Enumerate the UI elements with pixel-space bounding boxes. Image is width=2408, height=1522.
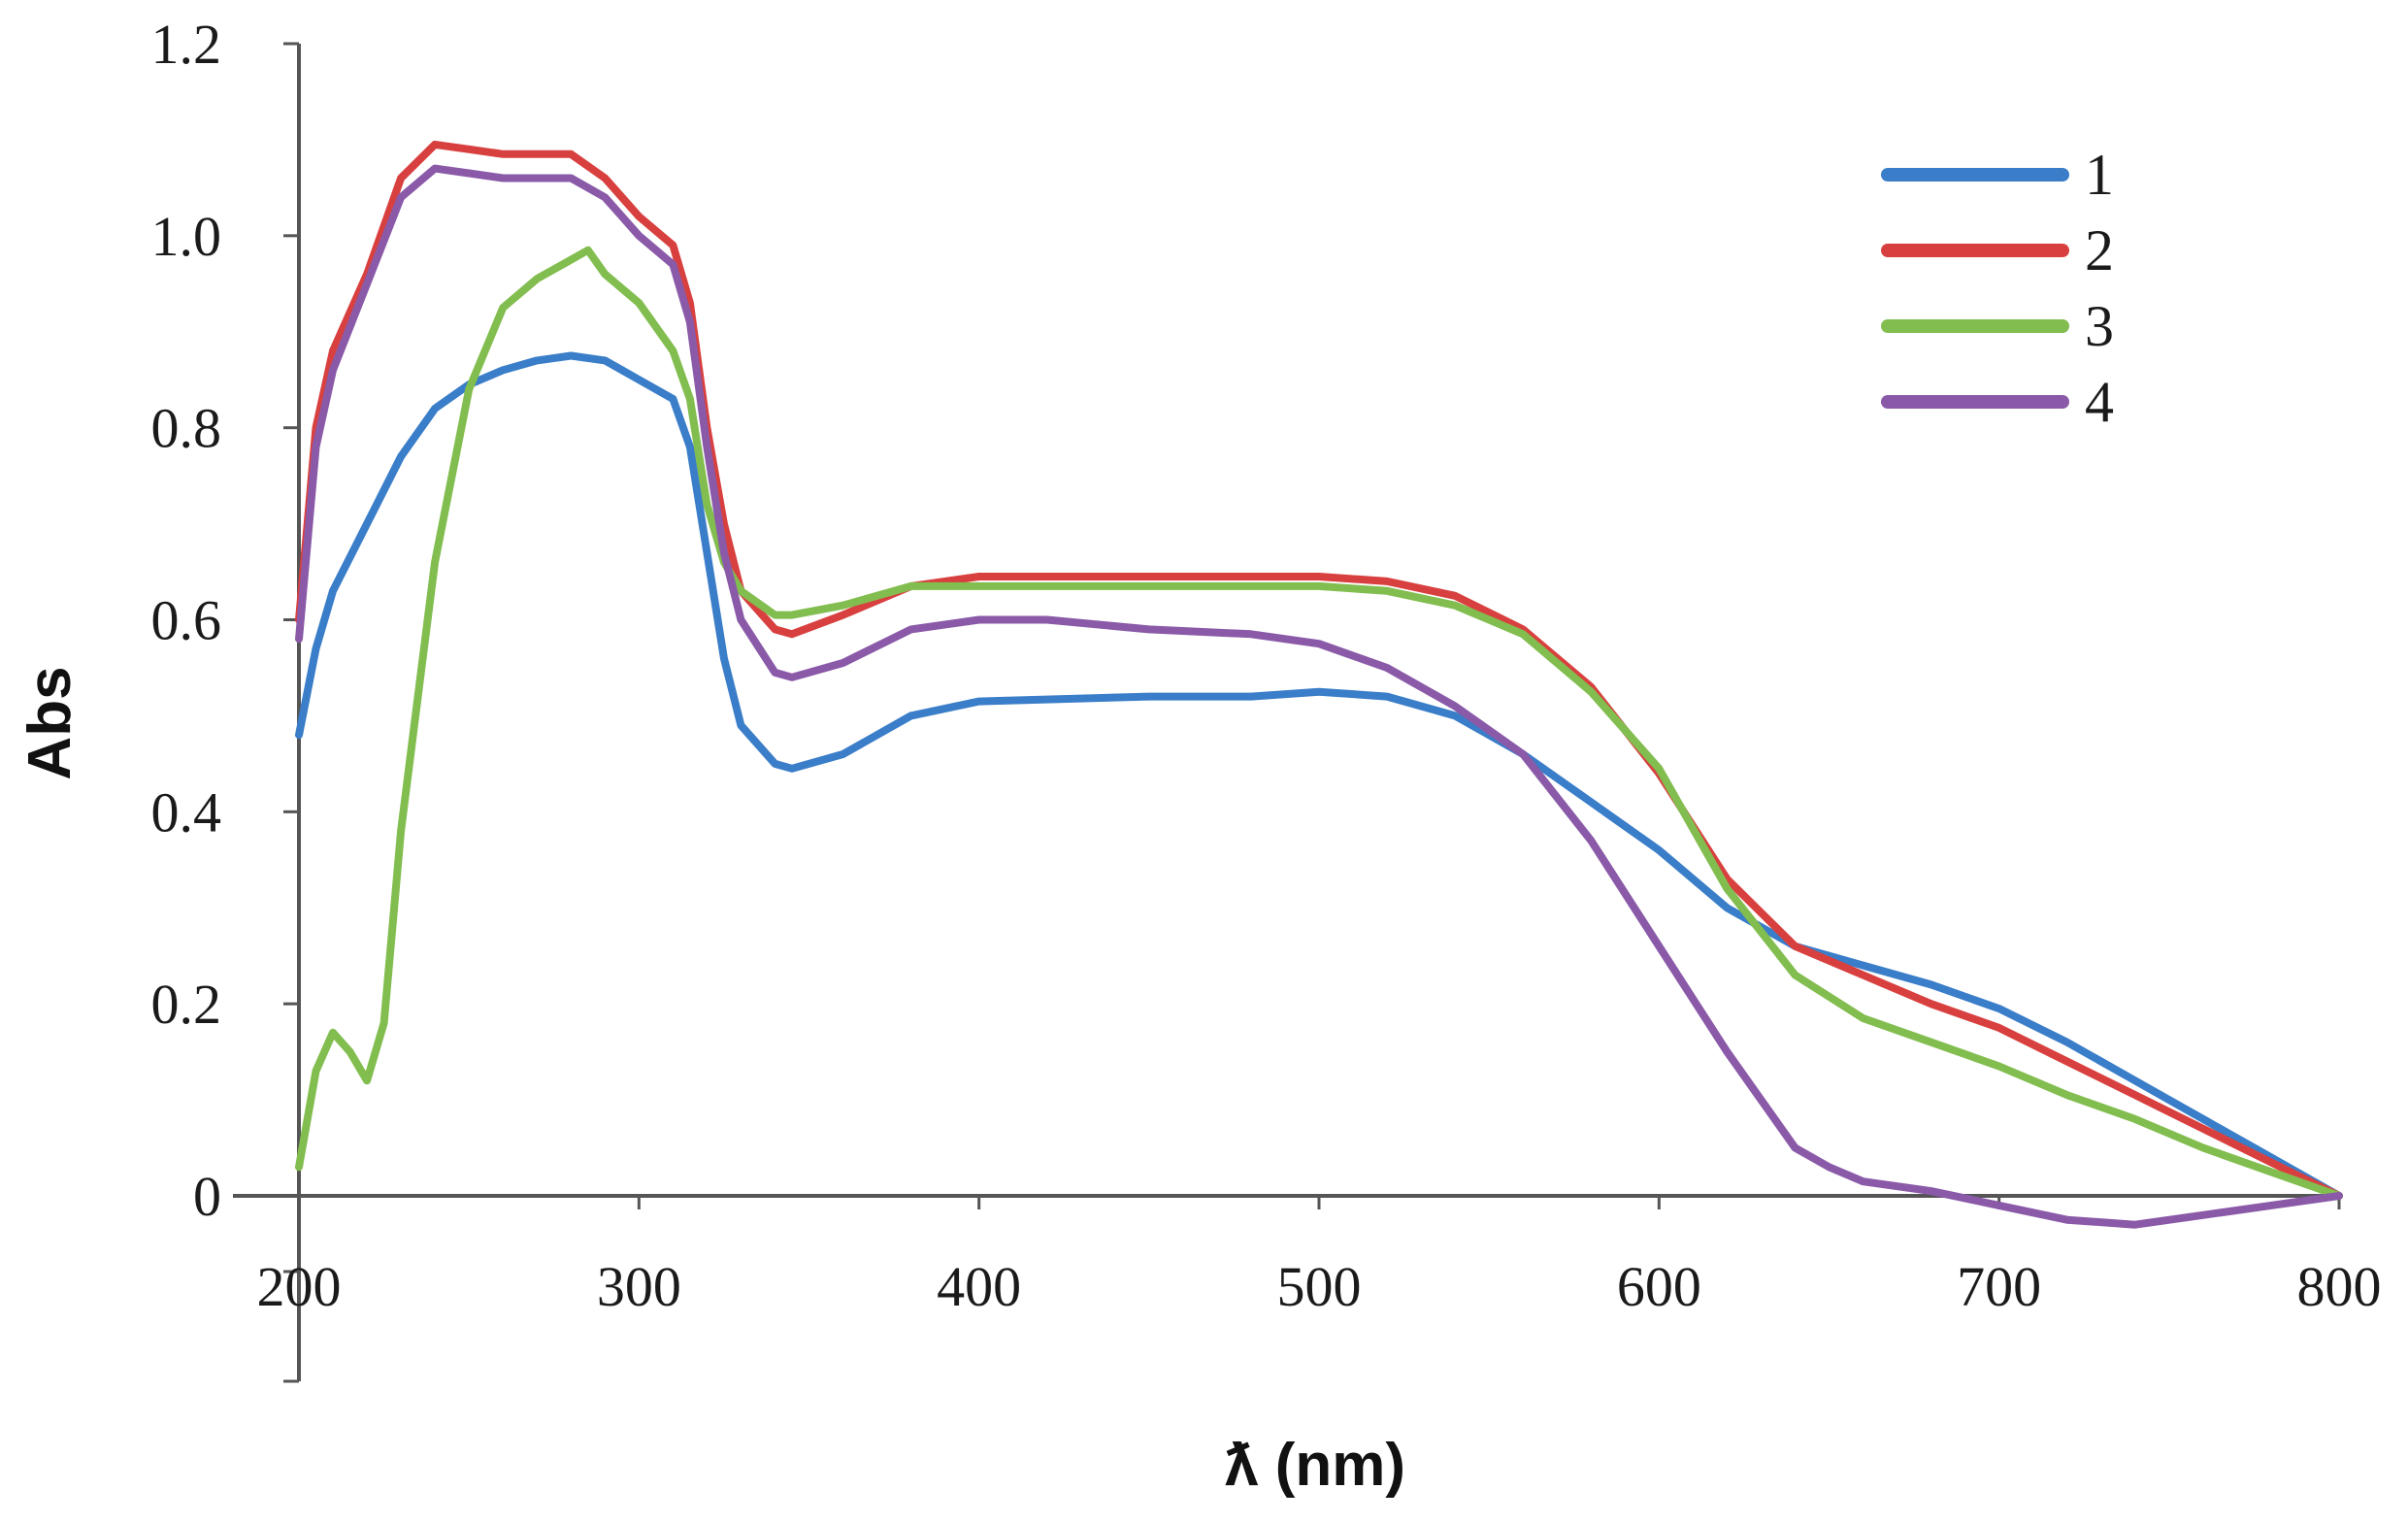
series-group: [295, 140, 2343, 1229]
y-axis-title: Abs: [16, 666, 83, 779]
legend-label-2: 2: [2085, 218, 2114, 282]
x-tick-label: 300: [597, 1255, 681, 1318]
legend-label-3: 3: [2085, 294, 2114, 358]
y-tick-label: 1.2: [151, 13, 222, 76]
x-tick-label: 600: [1617, 1255, 1701, 1318]
x-tick-label: 400: [937, 1255, 1021, 1318]
legend: 1 2 3 4: [1881, 143, 2114, 434]
x-tick-label: 700: [1957, 1255, 2041, 1318]
legend-label-4: 4: [2085, 370, 2114, 434]
x-tick-label: 500: [1277, 1255, 1362, 1318]
y-tick-label: 0: [193, 1165, 221, 1228]
y-tick-group: 0 0.2 0.4 0.6 0.8 1.0 1.2: [151, 13, 299, 1383]
x-axis-title: ƛ (nm): [1225, 1432, 1405, 1499]
y-tick-label: 0.4: [151, 780, 222, 844]
x-tick-label: 200: [257, 1255, 342, 1318]
series-line-2: [295, 140, 2343, 1200]
y-tick-label: 0.6: [151, 589, 222, 652]
series-line-1: [295, 351, 2343, 1200]
series-line-3: [295, 246, 2343, 1200]
y-tick-label: 1.0: [151, 205, 222, 268]
x-tick-group: 200 300 400 500 600 700 800: [257, 1196, 2382, 1318]
series-line-4: [295, 164, 2343, 1229]
y-tick-label: 0.8: [151, 397, 222, 460]
legend-label-1: 1: [2085, 143, 2114, 207]
y-tick-label: 0.2: [151, 973, 222, 1036]
x-tick-label: 800: [2297, 1255, 2382, 1318]
